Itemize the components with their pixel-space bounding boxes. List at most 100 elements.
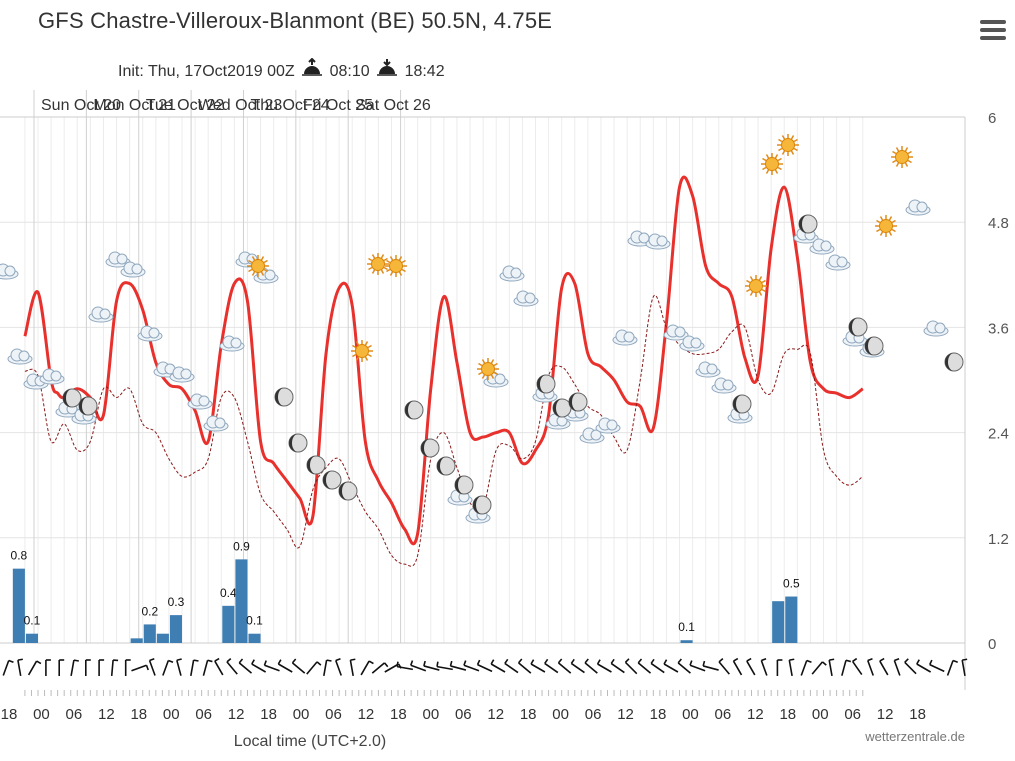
- wind-arrow: [396, 665, 414, 671]
- sun-ray: [758, 276, 763, 281]
- sun-disc: [481, 362, 495, 376]
- wind-arrow-barb: [277, 659, 282, 665]
- moon-shadow: [569, 393, 578, 411]
- x-tick-label: 18: [260, 706, 277, 723]
- wind-arrow: [597, 663, 612, 673]
- x-tick-label: 12: [747, 706, 764, 723]
- wind-arrow-barb: [637, 658, 643, 664]
- sun-ray: [386, 259, 391, 264]
- cloud-part: [131, 263, 143, 275]
- wind-arrow: [718, 661, 730, 675]
- sun-ray: [793, 138, 798, 143]
- moon-icon: [274, 387, 294, 407]
- wind-arrow-barb: [145, 664, 149, 671]
- moon-icon: [62, 388, 82, 408]
- cloud-icon: [905, 199, 931, 216]
- wind-arrow: [264, 664, 280, 672]
- wind-arrow: [650, 662, 665, 674]
- moon-shadow: [865, 337, 874, 355]
- moon-icon: [288, 433, 308, 453]
- moon-shadow: [289, 434, 298, 452]
- cloud-part: [198, 395, 210, 407]
- cloud-part: [674, 326, 686, 338]
- x-tick-label: 12: [358, 706, 375, 723]
- wind-arrow-barb: [517, 658, 523, 664]
- cloud-part: [524, 292, 536, 304]
- menu-icon[interactable]: [980, 20, 1006, 42]
- sun-ray: [892, 150, 897, 155]
- wind-arrow: [148, 660, 156, 676]
- wind-arrow: [349, 659, 354, 677]
- sun-ray: [765, 154, 770, 159]
- wind-arrow-barb: [789, 658, 795, 661]
- wind-arrow-barb: [335, 658, 341, 662]
- chart-title: GFS Chastre-Villeroux-Blanmont (BE) 50.5…: [38, 8, 553, 33]
- cloud-part: [4, 265, 16, 277]
- sun-ray: [355, 356, 360, 361]
- wind-arrow: [677, 662, 691, 674]
- wind-arrow: [879, 660, 889, 676]
- precip-bar: [143, 624, 156, 643]
- x-tick-label: 00: [812, 706, 829, 723]
- x-tick-label: 18: [130, 706, 147, 723]
- sun-ray: [251, 271, 256, 276]
- wind-arrow-barb: [584, 658, 589, 664]
- sun-ray: [368, 257, 373, 262]
- precip-bar: [130, 638, 143, 643]
- wind-arrow-barb: [449, 660, 453, 667]
- sun-ray: [368, 266, 373, 271]
- moon-icon: [78, 396, 98, 416]
- wind-arrow-barb: [962, 658, 968, 661]
- wind-arrow-barb: [176, 658, 182, 662]
- wind-arrow: [450, 665, 467, 671]
- wind-arrow-barb: [916, 659, 920, 665]
- sun-ray: [790, 135, 795, 140]
- moon-shadow: [733, 395, 742, 413]
- cloud-part: [510, 267, 522, 279]
- wind-arrow-barb: [193, 659, 199, 662]
- wind-arrow: [190, 659, 195, 677]
- sun-disc: [251, 259, 265, 273]
- cloud-icon: [39, 368, 65, 385]
- wind-arrow-barb: [251, 659, 255, 665]
- sun-ray: [904, 147, 909, 152]
- wind-arrow-barb: [904, 658, 909, 663]
- x-tick-label: 06: [66, 706, 83, 723]
- wind-arrow-barb: [8, 659, 14, 663]
- cloud-icon: [88, 306, 114, 323]
- sun-disc: [355, 344, 369, 358]
- cloud-part: [230, 337, 242, 349]
- sun-ray: [263, 259, 268, 264]
- wind-arrow-barb: [821, 661, 827, 666]
- sun-ray: [389, 271, 394, 276]
- wind-arrow-barb: [761, 658, 767, 662]
- sun-ray: [774, 169, 779, 174]
- wind-arrow: [702, 665, 719, 671]
- sun-icon: [247, 255, 269, 277]
- cloud-icon: [513, 290, 539, 307]
- sun-disc: [765, 157, 779, 171]
- moon-shadow: [437, 457, 446, 475]
- sun-ray: [398, 256, 403, 261]
- sun-ray: [380, 254, 385, 259]
- cloud-icon: [7, 348, 33, 365]
- wind-arrow-barb: [291, 658, 297, 664]
- moon-icon: [536, 374, 556, 394]
- wind-arrow-barb: [149, 658, 155, 662]
- sun-icon: [745, 275, 767, 297]
- wind-arrow: [214, 660, 224, 676]
- sun-ray: [493, 371, 498, 376]
- sun-ray: [260, 256, 265, 261]
- wind-arrow-barb: [316, 661, 322, 666]
- wind-arrow: [828, 659, 833, 677]
- moon-icon: [322, 470, 342, 490]
- cloud-icon: [825, 254, 851, 271]
- sun-disc: [781, 138, 795, 152]
- day-label: Sun Oct 20: [41, 97, 121, 114]
- x-tick-label: 12: [617, 706, 634, 723]
- wind-arrow: [800, 660, 808, 676]
- wind-arrow-barb: [702, 660, 706, 667]
- sun-ray: [781, 135, 786, 140]
- wind-arrow: [557, 662, 572, 674]
